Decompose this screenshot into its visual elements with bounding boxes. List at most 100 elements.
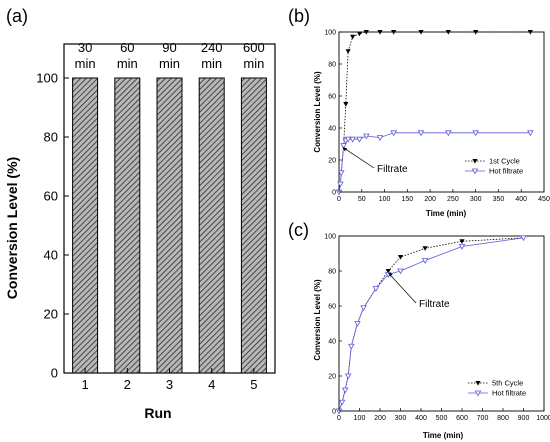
panel-c-y-tick-label: 20: [328, 374, 336, 381]
panel-c-y-tick-label: 60: [328, 304, 336, 311]
data-point: [360, 305, 367, 312]
data-point: [344, 373, 352, 380]
panel-b-x-tick-label: 50: [358, 196, 366, 203]
panel-a-ticks: 0 20 40 60 80 100 1 2 3 4 5: [36, 71, 257, 393]
panel-c-y-tick-label: 100: [324, 234, 336, 241]
bar: [156, 77, 183, 374]
panel-c-x-tick-label: 500: [436, 415, 448, 422]
legend-marker: [475, 381, 481, 386]
data-point: [472, 130, 479, 137]
panel-c-y-tick-label: 40: [328, 339, 336, 346]
data-point: [397, 255, 404, 260]
panel-c: (c) 0 100 200 300 400 500 600 700 800 900 1000 0 20 4…: [288, 220, 550, 440]
panel-b-x-tick-label: 350: [493, 196, 505, 203]
data-point: [341, 387, 349, 394]
panel-a-y-tick-label: 40: [44, 248, 58, 263]
panel-b-axes: [338, 31, 545, 193]
data-point: [418, 30, 424, 35]
legend-marker: [471, 168, 479, 175]
panel-c-x-axis-label: Time (min): [423, 431, 464, 440]
panel-b-x-tick-label: 100: [379, 196, 391, 203]
data-point: [390, 130, 397, 137]
panel-b-label: (b): [288, 6, 310, 26]
data-point: [356, 31, 363, 37]
data-point: [445, 30, 451, 35]
panel-a-x-tick-label: 3: [166, 377, 173, 392]
legend-marker: [474, 390, 482, 397]
panel-b-x-tick-label: 300: [470, 196, 482, 203]
panel-b-series: [335, 30, 534, 196]
data-point: [354, 321, 361, 327]
panel-c-x-tick-label: 300: [395, 415, 407, 422]
panel-b-x-tick-label: 400: [515, 196, 527, 203]
panel-c-x-tick-label: 200: [374, 415, 386, 422]
legend-marker: [472, 159, 478, 164]
data-point: [372, 286, 380, 292]
bar: [240, 77, 267, 374]
panel-b-x-axis-label: Time (min): [426, 209, 467, 218]
data-point: [344, 136, 352, 143]
data-point: [520, 235, 527, 242]
data-point: [527, 130, 534, 137]
panel-a-label: (a): [6, 6, 28, 26]
panel-b-frame: [338, 31, 545, 193]
panel-a-y-tick-label: 0: [51, 366, 58, 381]
panel-c-y-tick-label: 0: [332, 409, 336, 416]
legend-entry: Hot filtrate: [489, 167, 523, 176]
bar-label-unit: min: [201, 56, 222, 71]
panel-c-x-tick-label: 800: [497, 415, 509, 422]
data-point: [363, 30, 369, 35]
panel-c-x-tick-label: 0: [337, 415, 341, 422]
data-point: [356, 136, 363, 143]
panel-b-y-tick-label: 20: [328, 158, 336, 165]
data-point: [348, 343, 355, 350]
filtrate-label: Filtrate: [377, 164, 408, 175]
data-point: [363, 133, 370, 140]
bar-label: 240: [201, 40, 223, 55]
panel-a-x-tick-label: 1: [81, 377, 88, 392]
legend-entry: 5th Cycle: [492, 379, 523, 388]
panel-b-y-tick-label: 0: [332, 190, 336, 197]
data-point: [376, 135, 384, 142]
panel-a-x-tick-label: 4: [208, 377, 215, 392]
bar-label: 600: [243, 40, 265, 55]
panel-c-series: [335, 235, 527, 415]
panel-c-x-tick-label: 1000: [536, 415, 550, 422]
panel-c-x-tick-label: 900: [518, 415, 530, 422]
panel-b-y-tick-label: 80: [328, 62, 336, 69]
data-point: [527, 30, 533, 35]
panel-c-y-tick-label: 80: [328, 269, 336, 276]
data-point: [337, 170, 345, 177]
panel-b-y-axis-label: Conversion Level (%): [313, 71, 322, 153]
panel-c-filtrate-annotation: Filtrate: [387, 272, 450, 310]
panel-b-y-tick-label: 60: [328, 94, 336, 101]
data-point: [397, 268, 404, 275]
panel-b-x-tick-label: 250: [447, 196, 459, 203]
data-point: [391, 30, 397, 35]
filtrate-arrow: [342, 146, 375, 169]
bar-label-unit: min: [159, 56, 180, 71]
panel-a-y-axis-label: Conversion Level (%): [4, 157, 20, 299]
bar-label: 90: [162, 40, 176, 55]
panel-a-bars: [72, 77, 267, 374]
panel-a-y-tick-label: 80: [44, 130, 58, 145]
bar-label-unit: min: [243, 56, 264, 71]
data-point: [459, 239, 465, 244]
filtrate-label: Filtrate: [419, 299, 450, 310]
panel-b-x-tick-label: 0: [337, 196, 341, 203]
bar: [72, 77, 99, 374]
panel-c-x-tick-label: 600: [456, 415, 468, 422]
panel-c-x-tick-label: 400: [415, 415, 427, 422]
bar-label-unit: min: [117, 56, 138, 71]
data-point: [350, 34, 356, 40]
data-point: [340, 143, 347, 150]
data-point: [349, 136, 356, 143]
panel-b-x-tick-label: 450: [538, 196, 550, 203]
panel-c-x-tick-label: 700: [477, 415, 489, 422]
legend-entry: Hot filtrate: [492, 389, 526, 398]
